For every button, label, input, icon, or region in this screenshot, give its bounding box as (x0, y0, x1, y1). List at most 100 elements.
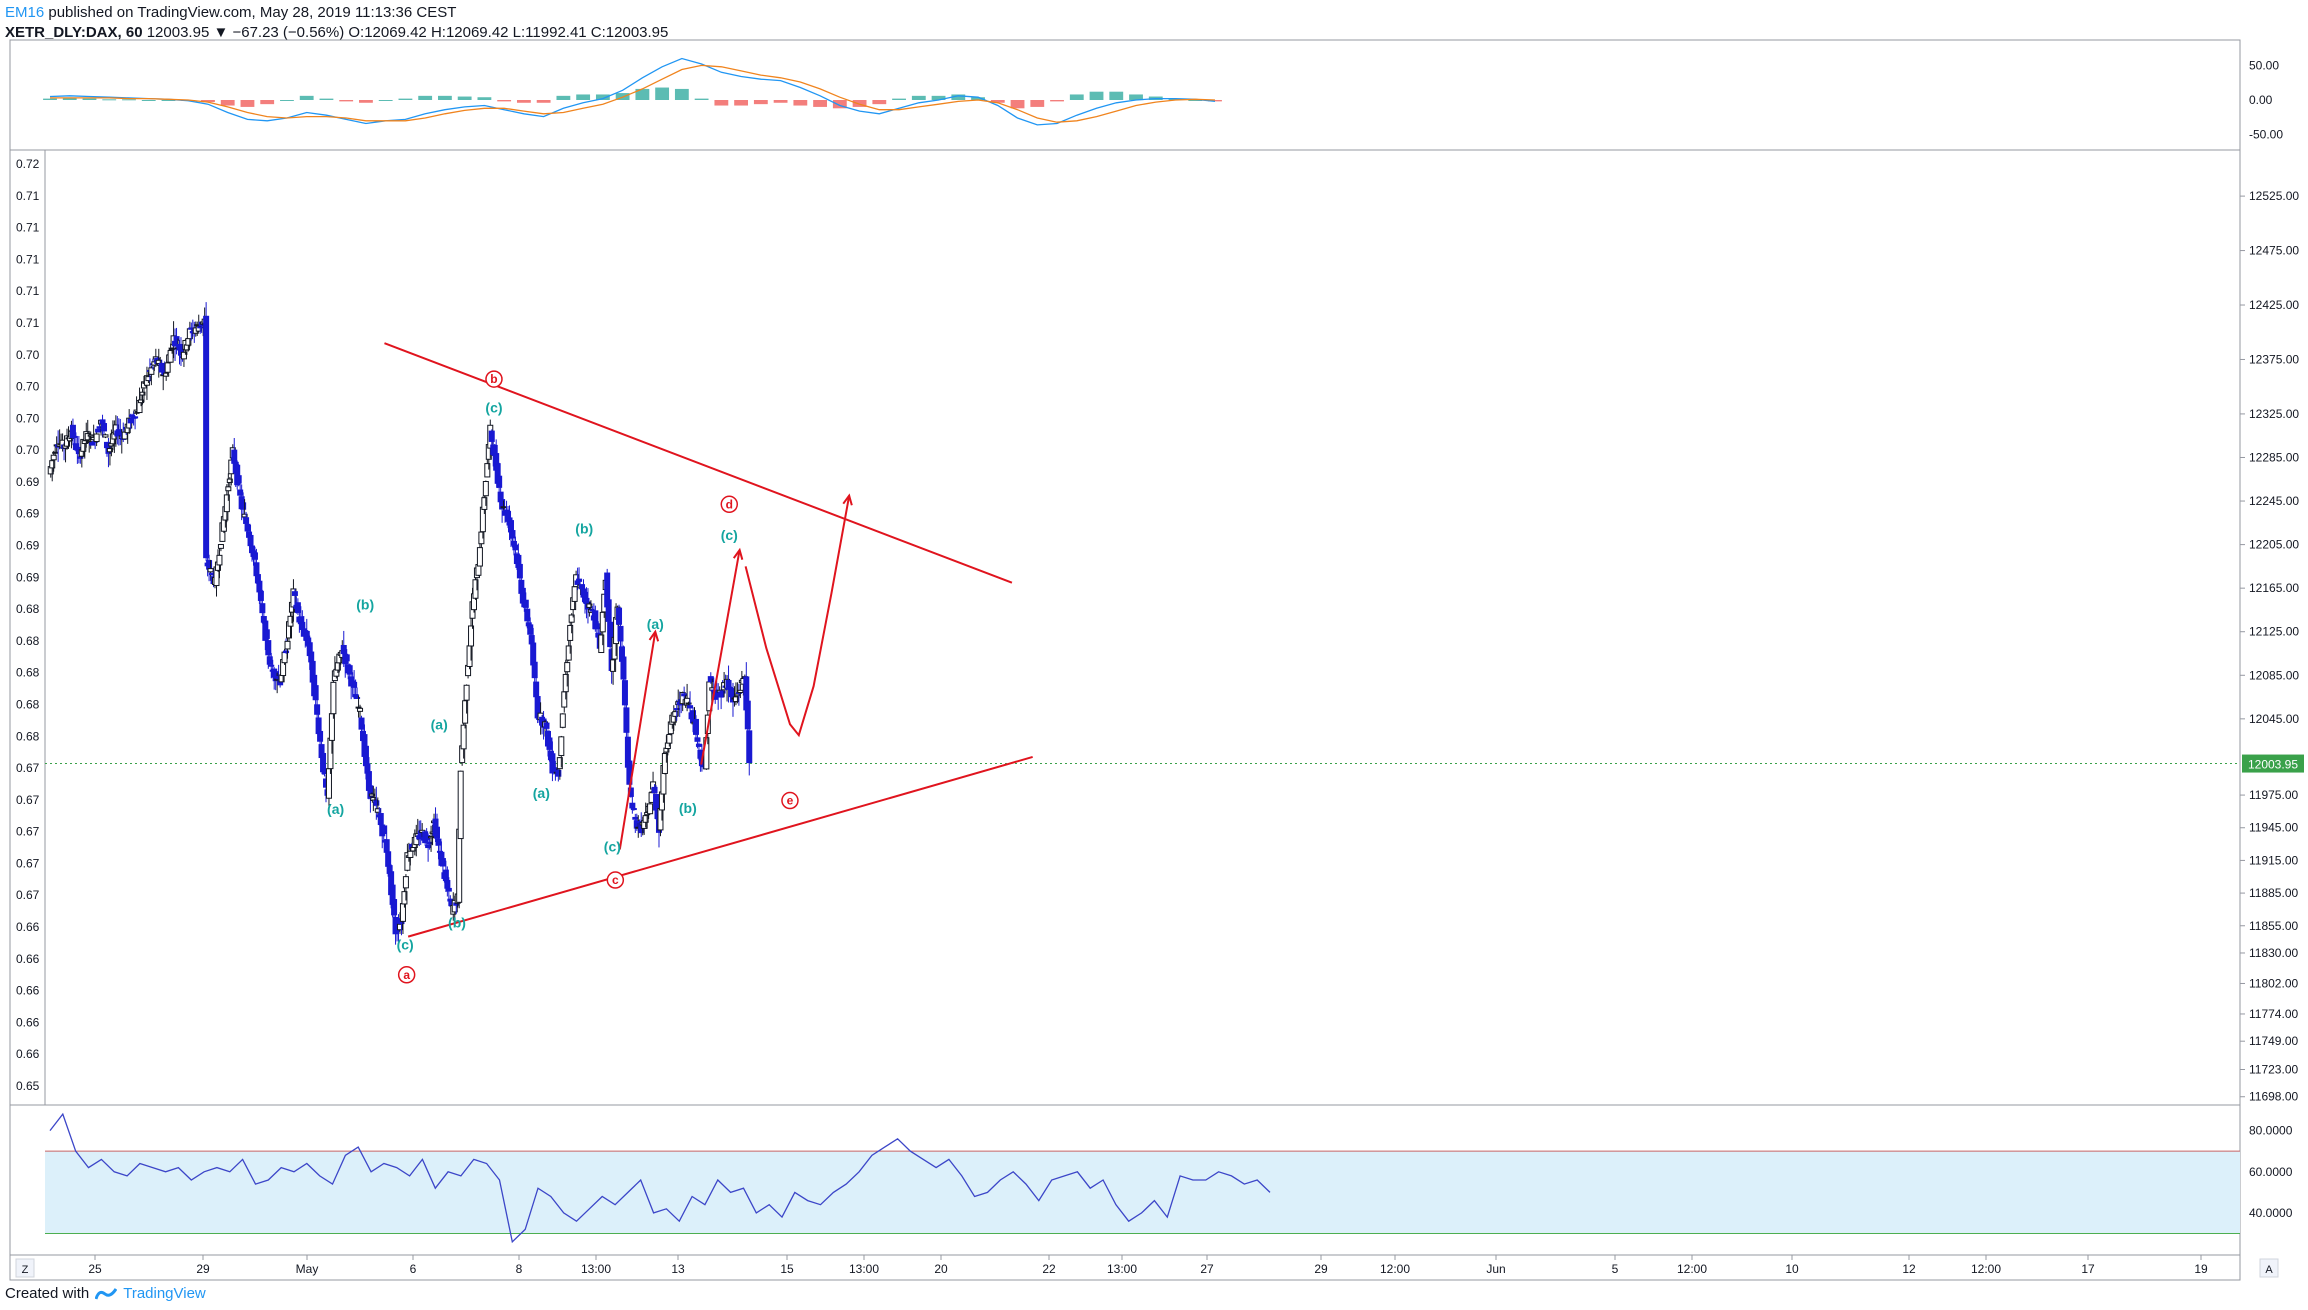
macd-hist-bar (1168, 98, 1183, 100)
candle-body (402, 876, 409, 889)
candle-body (468, 625, 475, 647)
candle-body (623, 707, 630, 733)
candle-body (496, 475, 503, 488)
candle-body (719, 690, 726, 694)
candle-body (647, 803, 654, 815)
wave-circle (397, 966, 416, 984)
macd-hist-bar (734, 100, 749, 106)
left-tick-label: 0.68 (16, 666, 40, 680)
publish-header: EM16 published on TradingView.com, May 2… (5, 2, 456, 24)
price-tick-label: 12165.00 (2249, 581, 2299, 595)
last-price-tag (2242, 754, 2304, 773)
candle-body (377, 813, 384, 825)
candle-body (358, 717, 365, 730)
macd-hist-bar (694, 98, 709, 100)
candle-body (571, 586, 578, 602)
left-tick-label: 0.67 (16, 888, 40, 902)
candle-body (488, 430, 495, 442)
candle-body (694, 737, 701, 742)
macd-hist-bar (319, 98, 334, 100)
left-tick-label: 0.69 (16, 570, 40, 584)
rsi-tick-label: 60.0000 (2249, 1165, 2293, 1179)
candle-body (257, 590, 264, 601)
price-tick-label: 12085.00 (2249, 668, 2299, 682)
candle-body (685, 702, 692, 705)
macd-hist-bar (378, 100, 393, 101)
wave-label-teal: (b) (679, 800, 697, 816)
candle-body (241, 513, 248, 518)
left-tick-label: 0.68 (16, 602, 40, 616)
zoom-button[interactable] (15, 1258, 35, 1278)
rsi-pane: 80.0000 60.0000 40.0000 (45, 1112, 2293, 1244)
time-tick-label: 22 (1042, 1262, 1056, 1276)
candle-body (651, 786, 658, 794)
candle-body (314, 704, 321, 715)
macd-hist-bar (674, 88, 689, 100)
candle-body (543, 722, 550, 729)
wave-c-arrow-head (732, 547, 744, 560)
candle-body (616, 607, 623, 625)
candle-body (586, 603, 593, 608)
left-tick-label: 0.65 (16, 1079, 40, 1093)
publish-info: published on TradingView.com, May 28, 20… (48, 4, 457, 21)
left-tick-label: 0.70 (16, 348, 40, 362)
left-tick-label: 0.67 (16, 825, 40, 839)
left-tick-label: 0.68 (16, 697, 40, 711)
left-tick-label: 0.66 (16, 952, 40, 966)
price-tick-label: 11885.00 (2249, 886, 2298, 900)
candle-body (555, 769, 562, 777)
candle-body (462, 700, 469, 724)
wave-circle (485, 370, 503, 388)
signal-line (50, 64, 1216, 123)
time-tick-label: 25 (88, 1262, 102, 1276)
candle-body (695, 743, 702, 747)
candle-body (180, 351, 187, 360)
time-axis: 25 29 May 6 8 13:00 13 15 13:00 20 22 13:00 27 29 12:0… (88, 1255, 2208, 1276)
macd-hist-bar (595, 94, 610, 100)
macd-hist-bar (971, 97, 985, 100)
last-price-label: 12003.95 (2248, 758, 2298, 772)
candle-body (607, 621, 614, 648)
pane-frames (9, 39, 2241, 1281)
wave-label-red: b (490, 372, 497, 386)
time-tick-label: 13:00 (581, 1262, 611, 1276)
footer-brand[interactable]: TradingView (123, 1285, 206, 1302)
candle-body (340, 644, 347, 655)
candle-body (225, 486, 232, 492)
candle-body (617, 625, 624, 642)
macd-hist-bar (1030, 100, 1045, 107)
macd-hist-bar (872, 100, 887, 105)
candle-body (216, 554, 223, 566)
price-tick-label: 12245.00 (2249, 494, 2299, 508)
wave-c-arrow (700, 549, 741, 765)
candle-body (203, 315, 210, 559)
symbol-ohlc-line: XETR_DLY:DAX, 60 12003.95 ▼ −67.23 (−0.5… (5, 22, 668, 44)
time-tick-label: 29 (196, 1262, 210, 1276)
macd-hist-bar (1129, 94, 1143, 100)
candle-body (317, 730, 324, 742)
author-link[interactable]: EM16 (5, 4, 45, 21)
auto-scale-button[interactable] (2259, 1258, 2279, 1278)
price-tick-label: 11774.00 (2249, 1007, 2298, 1021)
macd-hist-bar (260, 100, 275, 105)
macd-hist-bar (832, 100, 847, 109)
candle-body (481, 497, 488, 510)
wave-a-arrow-head (648, 629, 660, 642)
candle-body (605, 599, 612, 622)
candle-body (516, 563, 523, 579)
candle-body (127, 418, 134, 424)
price-tick-label: 12525.00 (2249, 189, 2299, 203)
macd-hist-bar (161, 100, 176, 101)
left-tick-label: 0.71 (16, 316, 40, 330)
time-tick-label: 12:00 (1380, 1262, 1410, 1276)
candle-body (50, 454, 57, 461)
candle-body (357, 707, 364, 712)
macd-hist-bar (220, 100, 235, 106)
macd-hist-bar (1188, 100, 1203, 101)
candle-body (629, 802, 636, 809)
price-tick-label: 11855.00 (2249, 919, 2298, 933)
candle-body (567, 624, 574, 641)
left-tick-label: 0.70 (16, 443, 40, 457)
candle-body (472, 579, 479, 599)
